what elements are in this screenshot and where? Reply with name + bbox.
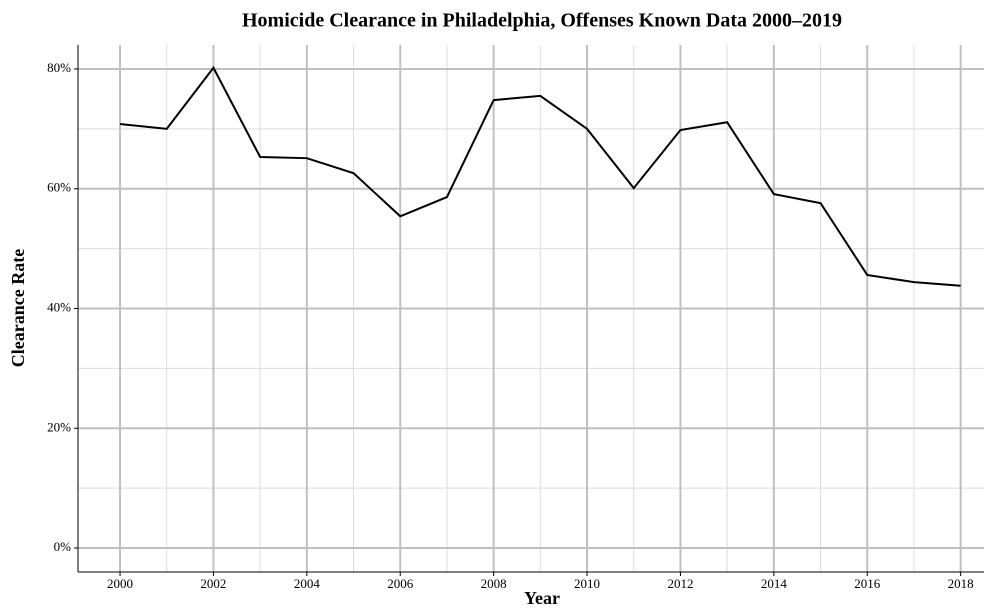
y-tick-label: 0% [54,539,72,554]
y-tick-label: 80% [47,60,71,75]
x-tick-label: 2006 [387,576,414,591]
x-tick-label: 2000 [107,576,133,591]
x-tick-label: 2012 [667,576,693,591]
x-tick-label: 2002 [200,576,226,591]
x-tick-label: 2010 [574,576,600,591]
x-tick-label: 2014 [761,576,788,591]
x-axis-title: Year [524,588,560,608]
x-tick-label: 2018 [948,576,974,591]
y-tick-label: 40% [47,299,71,314]
y-axis-title: Clearance Rate [8,249,28,367]
x-tick-label: 2008 [481,576,507,591]
y-tick-label: 60% [47,180,71,195]
y-tick-label: 20% [47,419,71,434]
x-tick-label: 2004 [294,576,321,591]
line [119,65,961,287]
chart-title: Homicide Clearance in Philadelphia, Offe… [242,10,842,32]
x-tick-label: 2016 [854,576,881,591]
